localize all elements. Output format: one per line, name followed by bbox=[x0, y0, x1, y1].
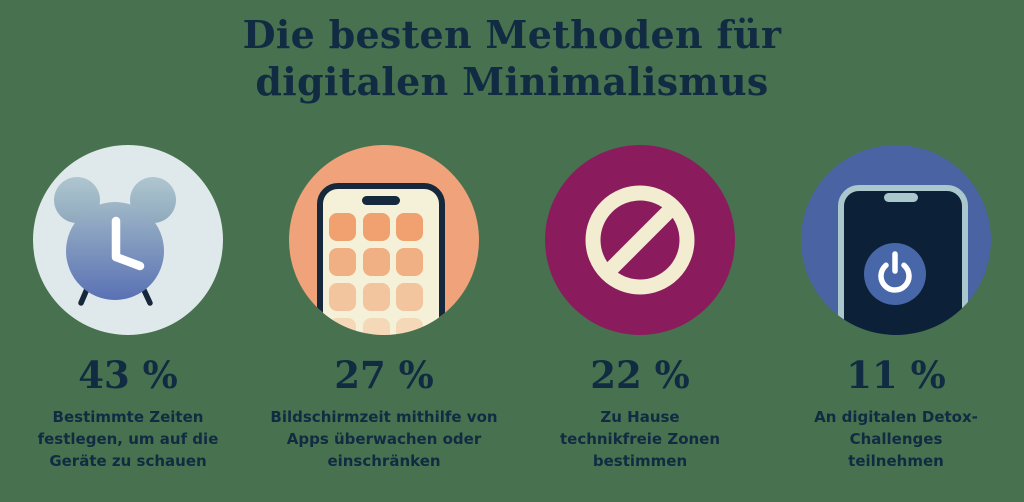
stat-card-tech-free-zones: 22 % Zu Hause technikfreie Zonen bestimm… bbox=[512, 145, 768, 472]
smartphone-apps-icon bbox=[289, 145, 479, 336]
stat-card-detox-challenges: 11 % An digitalen Detox- Challenges teil… bbox=[768, 145, 1024, 472]
stat-card-fixed-times: 43 % Bestimmte Zeiten festlegen, um auf … bbox=[0, 145, 256, 472]
stat-description: Bildschirmzeit mithilfe von Apps überwac… bbox=[270, 408, 498, 470]
no-sign-slash bbox=[600, 200, 680, 280]
smartphone-power-icon bbox=[801, 145, 991, 336]
stat-description: Zu Hause technikfreie Zonen bestimmen bbox=[559, 408, 721, 470]
power-button-circle bbox=[864, 243, 926, 306]
stat-description: An digitalen Detox- Challenges teilnehme… bbox=[814, 408, 978, 470]
page-title: Die besten Methoden für digitalen Minima… bbox=[242, 12, 782, 105]
stat-description: Bestimmte Zeiten festlegen, um auf die G… bbox=[37, 408, 219, 470]
stat-percent: 11 % bbox=[846, 353, 946, 398]
power-symbol-arc bbox=[878, 262, 912, 293]
stat-percent: 22 % bbox=[590, 353, 690, 398]
app-grid bbox=[329, 213, 423, 336]
no-sign-ring bbox=[585, 185, 695, 295]
stat-row: 43 % Bestimmte Zeiten festlegen, um auf … bbox=[0, 145, 1024, 472]
clock-hands bbox=[111, 216, 145, 271]
phone-speaker-notch bbox=[362, 196, 400, 206]
stat-percent: 43 % bbox=[78, 353, 178, 398]
no-sign-icon bbox=[545, 145, 735, 336]
stat-percent: 27 % bbox=[334, 353, 434, 398]
alarm-clock-icon bbox=[33, 145, 223, 336]
phone-speaker-notch bbox=[884, 193, 918, 203]
stat-card-screen-time-apps: 27 % Bildschirmzeit mithilfe von Apps üb… bbox=[256, 145, 512, 472]
